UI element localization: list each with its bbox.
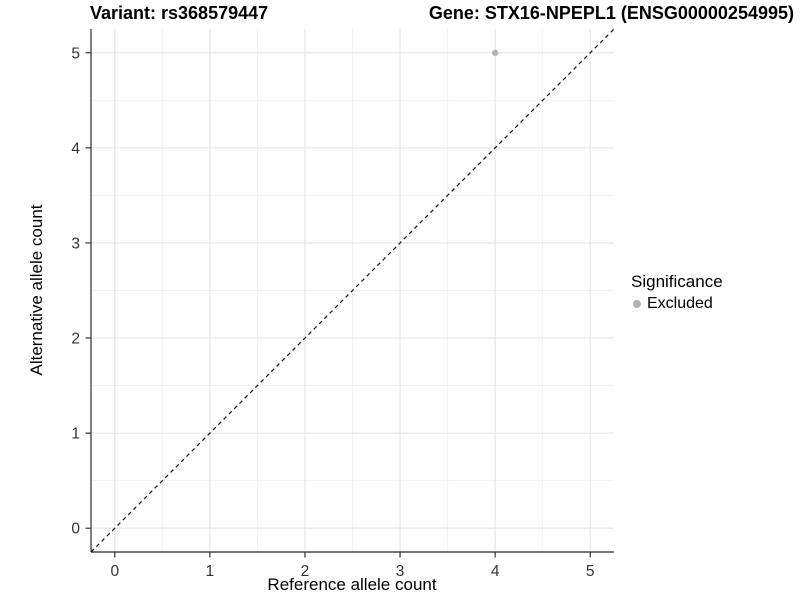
x-tick-label: 4	[491, 563, 500, 580]
x-tick-label: 5	[586, 563, 595, 580]
y-tick-label: 4	[71, 140, 80, 157]
legend: Significance Excluded	[631, 272, 723, 313]
x-tick-label: 0	[110, 563, 119, 580]
y-tick-label: 5	[71, 45, 80, 62]
y-tick-label: 0	[71, 521, 80, 538]
legend-title: Significance	[631, 272, 723, 291]
x-tick-label: 2	[301, 563, 310, 580]
x-axis-title: Reference allele count	[267, 575, 437, 594]
legend-item-label: Excluded	[647, 294, 713, 312]
y-tick-label: 2	[71, 331, 80, 348]
variant-title: Variant: rs368579447	[90, 3, 269, 23]
y-tick-label: 1	[71, 426, 80, 443]
y-axis-title: Alternative allele count	[27, 204, 46, 376]
identity-reference-line	[90, 28, 615, 553]
x-tick-label: 3	[396, 563, 405, 580]
legend-item-excluded: Excluded	[631, 295, 723, 313]
x-tick-label: 1	[206, 563, 215, 580]
gene-title: Gene: STX16-NPEPL1 (ENSG00000254995)	[428, 3, 794, 23]
data-point	[491, 49, 499, 56]
excluded-point-icon	[633, 299, 641, 308]
y-tick-label: 3	[71, 235, 80, 252]
